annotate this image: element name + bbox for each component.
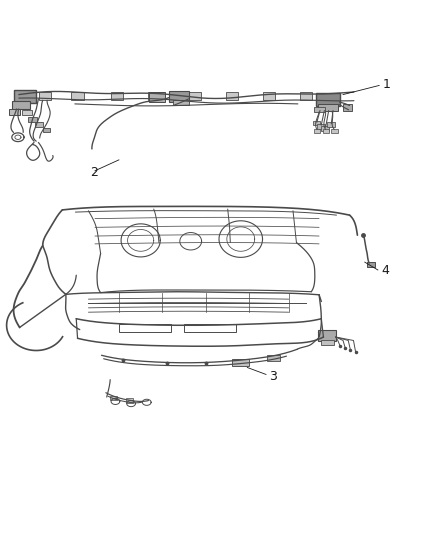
- Bar: [9, 109, 20, 115]
- Bar: [110, 396, 117, 400]
- Bar: [300, 92, 312, 100]
- Bar: [322, 129, 329, 133]
- Bar: [119, 324, 171, 332]
- Text: 4: 4: [381, 264, 389, 277]
- Bar: [314, 129, 321, 133]
- Bar: [321, 340, 334, 345]
- Bar: [263, 92, 275, 100]
- Bar: [43, 128, 49, 133]
- Bar: [367, 262, 375, 266]
- Bar: [173, 100, 188, 106]
- Bar: [267, 356, 280, 361]
- Bar: [148, 92, 160, 100]
- Bar: [149, 92, 165, 102]
- Bar: [327, 123, 335, 127]
- Bar: [22, 110, 32, 115]
- Bar: [184, 324, 237, 332]
- Bar: [126, 398, 133, 403]
- Bar: [317, 124, 325, 128]
- Bar: [14, 90, 36, 103]
- Bar: [111, 92, 123, 100]
- Bar: [226, 92, 238, 100]
- Text: 3: 3: [269, 370, 277, 383]
- Text: 2: 2: [91, 166, 99, 179]
- Text: 1: 1: [382, 78, 390, 91]
- Bar: [232, 359, 249, 366]
- Bar: [169, 91, 188, 102]
- Bar: [314, 107, 325, 112]
- Bar: [189, 92, 201, 100]
- Bar: [331, 129, 338, 133]
- Bar: [35, 123, 43, 127]
- Bar: [28, 117, 37, 122]
- Bar: [39, 92, 51, 100]
- Bar: [318, 330, 336, 341]
- Bar: [318, 104, 338, 111]
- Bar: [321, 126, 329, 131]
- Bar: [313, 120, 321, 125]
- Bar: [316, 93, 339, 107]
- Bar: [12, 101, 30, 109]
- Bar: [343, 104, 352, 111]
- Bar: [71, 92, 84, 100]
